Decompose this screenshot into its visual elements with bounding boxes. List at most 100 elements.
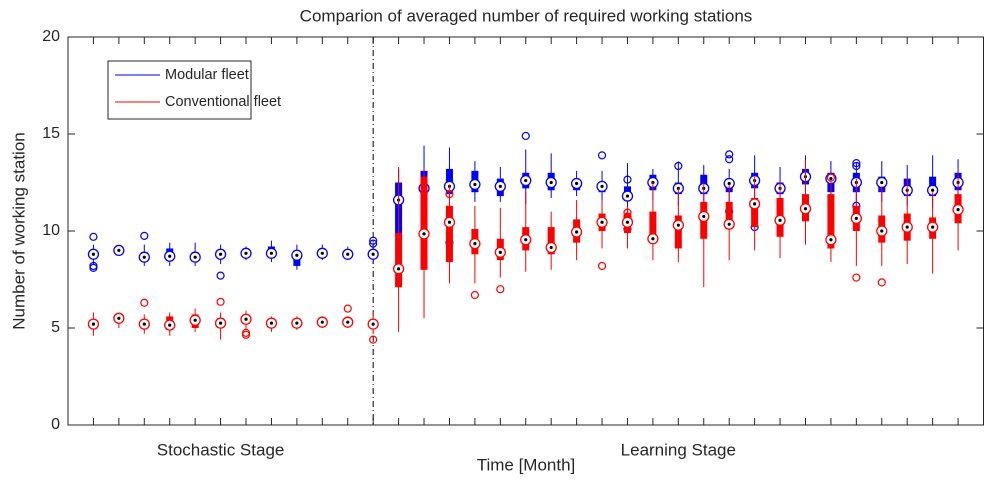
median-dot (371, 252, 375, 256)
outlier (445, 190, 454, 199)
median-dot (244, 317, 248, 321)
outlier (216, 271, 225, 280)
median-dot (346, 320, 350, 324)
median-dot (524, 178, 528, 183)
median-dot (625, 220, 630, 224)
median-dot (269, 251, 274, 255)
outlier (623, 175, 632, 184)
outlier (343, 304, 352, 313)
median-dot (727, 181, 731, 186)
median-dot (880, 229, 884, 233)
median-dot (91, 322, 96, 326)
box (547, 227, 555, 255)
median-dot (549, 245, 553, 250)
median-dot (498, 184, 502, 188)
outlier (725, 155, 734, 164)
legend-label: Conventional fleet (165, 94, 281, 110)
outlier (140, 231, 149, 240)
median-dot (854, 216, 858, 220)
median-dot (803, 207, 808, 211)
median-dot (295, 321, 299, 325)
median-dot (218, 252, 223, 256)
median-dot (91, 252, 96, 256)
outlier (521, 131, 530, 141)
outlier (369, 335, 378, 344)
box (420, 176, 428, 270)
median-dot (346, 252, 350, 256)
outlier (216, 297, 225, 306)
median-dot (473, 242, 477, 246)
outlier (241, 330, 251, 339)
box-series (87, 159, 964, 344)
annotation: Learning Stage (621, 440, 736, 459)
y-tick-label: 20 (42, 28, 60, 45)
median-dot (269, 321, 274, 325)
median-dot (956, 208, 960, 212)
median-dot (168, 254, 172, 258)
box (751, 198, 759, 228)
outlier (89, 261, 98, 271)
x-axis-label: Time [Month] (477, 455, 576, 474)
outlier (140, 298, 149, 307)
box (827, 194, 835, 249)
outlier (597, 151, 607, 160)
median-dot (524, 238, 528, 242)
median-dot (549, 180, 553, 185)
median-dot (905, 225, 909, 229)
outlier (369, 236, 378, 245)
median-dot (117, 248, 121, 252)
median-dot (625, 194, 630, 198)
outlier (470, 290, 479, 300)
outlier (496, 285, 505, 294)
median-dot (600, 220, 604, 224)
median-dot (142, 322, 146, 326)
outlier (826, 173, 836, 182)
median-dot (396, 267, 401, 271)
box (395, 232, 403, 288)
median-dot (371, 322, 375, 326)
median-dot (829, 238, 833, 242)
median-dot (295, 253, 299, 257)
median-dot (447, 220, 452, 224)
median-dot (931, 188, 935, 192)
median-dot (753, 202, 757, 206)
median-dot (600, 184, 604, 188)
median-dot (880, 180, 884, 185)
median-dot (676, 223, 680, 227)
y-tick-label: 10 (42, 222, 60, 239)
y-tick-label: 15 (42, 125, 60, 142)
median-dot (931, 225, 935, 229)
median-dot (320, 320, 324, 324)
outlier (852, 161, 861, 171)
median-dot (117, 316, 121, 320)
outlier (852, 273, 861, 282)
outlier (597, 261, 607, 271)
legend-box (107, 60, 252, 120)
median-dot (651, 237, 655, 241)
y-tick-label: 5 (51, 319, 60, 336)
median-dot (575, 181, 579, 186)
median-dot (702, 214, 706, 219)
outlier (725, 150, 734, 159)
median-dot (193, 255, 197, 259)
outlier (852, 159, 861, 168)
median-dot (575, 230, 579, 234)
outlier (89, 232, 98, 241)
median-dot (244, 251, 248, 255)
box (445, 205, 453, 263)
median-dot (142, 255, 146, 259)
outlier (623, 208, 632, 217)
box (674, 215, 682, 249)
y-axis-label: Number of working station (9, 132, 28, 329)
median-dot (422, 232, 426, 236)
median-dot (168, 323, 172, 327)
median-dot (218, 321, 223, 325)
median-dot (498, 250, 502, 254)
outlier (674, 161, 683, 171)
box (725, 201, 733, 230)
median-dot (829, 177, 833, 181)
outlier (877, 278, 886, 287)
legend-label: Modular fleet (165, 67, 249, 83)
outlier (369, 239, 378, 248)
